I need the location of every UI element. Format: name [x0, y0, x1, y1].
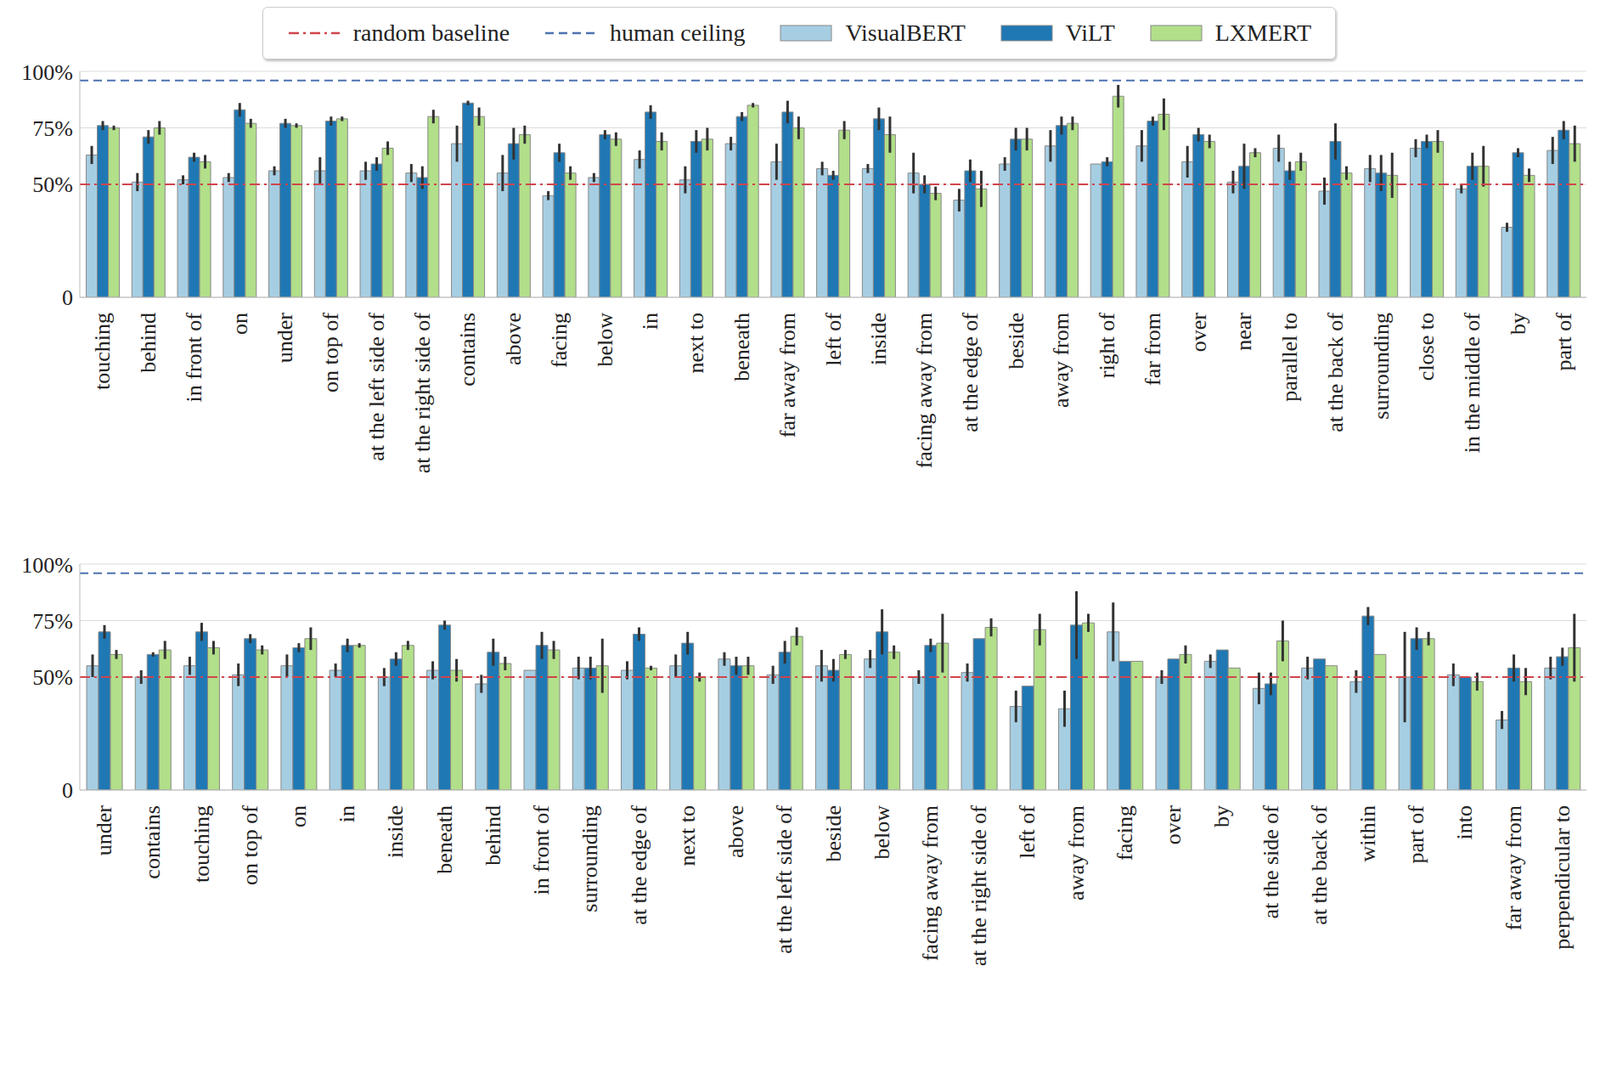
svg-text:facing: facing [546, 312, 572, 368]
svg-text:by: by [1505, 312, 1531, 335]
svg-text:above: above [723, 805, 749, 858]
svg-text:beneath: beneath [432, 805, 457, 874]
svg-text:100%: 100% [21, 60, 74, 85]
svg-text:surrounding: surrounding [1369, 312, 1394, 420]
svg-text:at the edge of: at the edge of [626, 805, 652, 925]
svg-text:far away from: far away from [1501, 805, 1527, 930]
html-text:human ceiling: human ceiling [609, 19, 746, 46]
svg-text:on: on [227, 312, 253, 335]
svg-text:beneath: beneath [729, 312, 755, 382]
svg-text:behind: behind [480, 805, 506, 866]
svg-text:surrounding: surrounding [577, 805, 603, 913]
svg-text:at the back of: at the back of [1307, 805, 1332, 925]
svg-text:at the left side of: at the left side of [364, 312, 389, 462]
svg-text:facing away from: facing away from [918, 805, 943, 961]
svg-text:beside: beside [1003, 312, 1029, 369]
svg-text:touching: touching [189, 805, 215, 883]
svg-text:left of: left of [1014, 805, 1040, 859]
svg-text:above: above [501, 312, 526, 366]
svg-text:contains: contains [455, 312, 480, 387]
svg-text:on: on [286, 805, 311, 828]
svg-text:touching: touching [90, 312, 115, 390]
svg-text:in front of: in front of [529, 805, 554, 896]
svg-text:near: near [1231, 312, 1257, 351]
svg-text:inside: inside [383, 805, 408, 858]
svg-text:0: 0 [61, 777, 74, 803]
svg-text:part of: part of [1551, 312, 1577, 372]
svg-text:far from: far from [1140, 312, 1166, 386]
svg-text:beside: beside [821, 805, 846, 862]
svg-text:over: over [1186, 312, 1212, 353]
svg-text:below: below [592, 312, 618, 367]
svg-text:next to: next to [683, 312, 709, 374]
svg-text:on top of: on top of [237, 805, 263, 885]
svg-text:in: in [334, 805, 360, 823]
svg-text:facing: facing [1112, 805, 1138, 861]
svg-text:at the right side of: at the right side of [410, 312, 435, 474]
svg-text:over: over [1160, 805, 1186, 846]
svg-text:parallel to: parallel to [1277, 312, 1302, 402]
svg-text:away from: away from [1048, 312, 1074, 408]
svg-text:under: under [272, 312, 298, 364]
svg-text:at the back of: at the back of [1323, 312, 1348, 433]
html-text:LXMERT: LXMERT [1215, 19, 1312, 46]
svg-text:close to: close to [1414, 312, 1439, 381]
svg-text:inside: inside [866, 312, 891, 366]
svg-text:50%: 50% [32, 664, 74, 690]
svg-text:contains: contains [140, 805, 165, 879]
svg-text:into: into [1452, 805, 1477, 840]
svg-text:100%: 100% [21, 552, 74, 578]
svg-text:perpendicular to: perpendicular to [1549, 805, 1575, 950]
svg-text:at the edge of: at the edge of [957, 312, 983, 433]
svg-text:away from: away from [1064, 805, 1089, 901]
html-text:ViLT: ViLT [1065, 19, 1115, 46]
html-text:random baseline: random baseline [353, 19, 510, 46]
svg-text:under: under [91, 805, 117, 857]
svg-text:at the right side of: at the right side of [966, 805, 992, 967]
svg-text:on top of: on top of [318, 312, 344, 393]
svg-text:by: by [1209, 805, 1234, 828]
svg-text:0: 0 [61, 285, 74, 310]
html-text:VisualBERT: VisualBERT [845, 19, 966, 46]
svg-text:at the side of: at the side of [1258, 805, 1284, 919]
svg-text:75%: 75% [32, 608, 74, 634]
svg-text:far away from: far away from [775, 312, 800, 438]
svg-text:50%: 50% [32, 172, 74, 198]
svg-text:in front of: in front of [181, 312, 207, 403]
svg-text:below: below [869, 805, 895, 860]
svg-text:part of: part of [1403, 805, 1429, 864]
svg-text:in: in [637, 312, 663, 330]
svg-text:next to: next to [675, 805, 700, 867]
svg-text:right of: right of [1094, 312, 1120, 379]
svg-text:behind: behind [135, 312, 161, 373]
svg-text:in the middle of: in the middle of [1459, 312, 1485, 454]
svg-text:at the left side of: at the left side of [771, 805, 797, 954]
svg-text:within: within [1355, 805, 1381, 862]
svg-text:facing away from: facing away from [912, 312, 937, 468]
svg-text:75%: 75% [32, 116, 74, 141]
svg-text:left of: left of [821, 312, 846, 367]
